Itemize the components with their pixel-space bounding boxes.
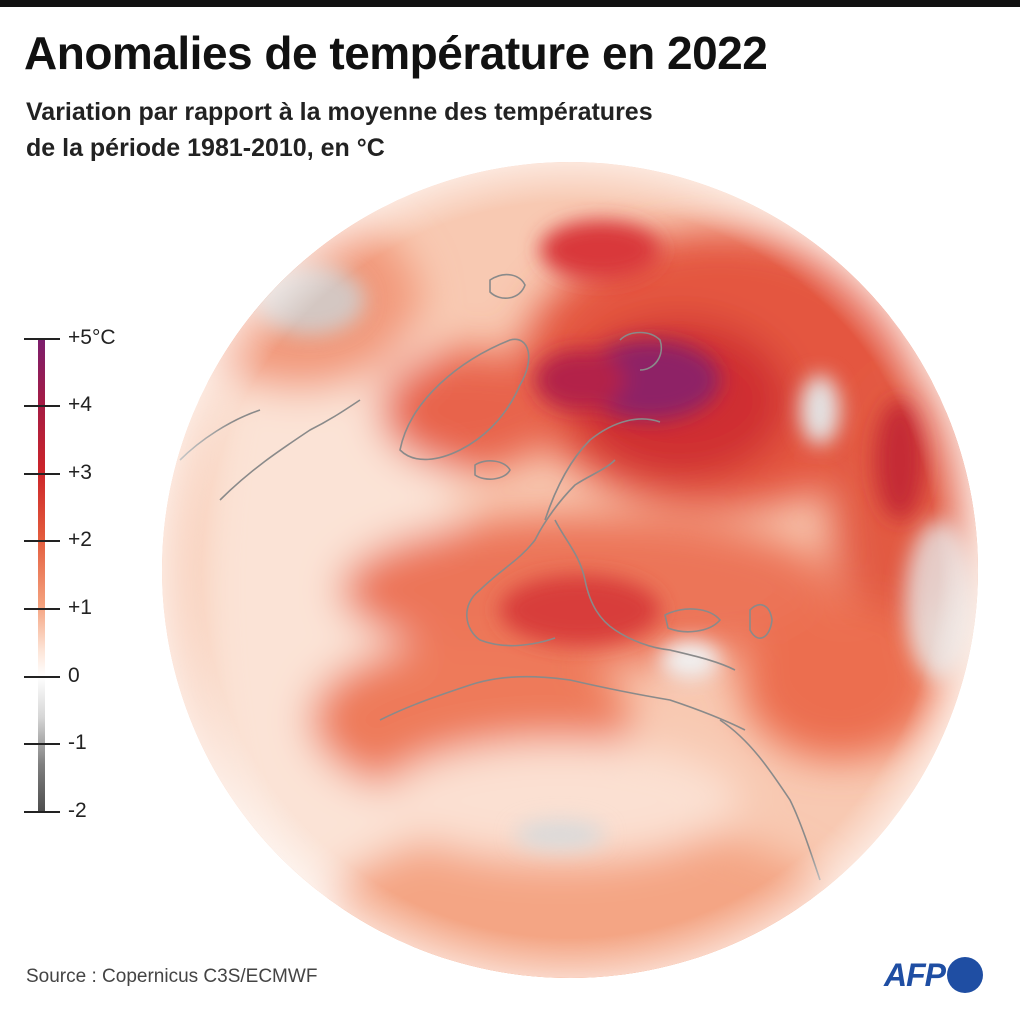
legend-tick-zero [24,676,60,678]
source-credit: Source : Copernicus C3S/ECMWF [26,966,318,987]
globe-map [160,160,980,980]
legend-label-minus2: -2 [68,799,87,822]
legend-label-minus1: -1 [68,731,87,754]
top-rule [0,0,1020,7]
globe-rim-shading [162,162,978,978]
subtitle-line-1: Variation par rapport à la moyenne des t… [26,98,653,126]
legend-label-plus1: +1 [68,596,92,619]
legend-label-zero: 0 [68,664,80,687]
legend-tick-plus2 [24,540,60,542]
page-subtitle: Variation par rapport à la moyenne des t… [26,94,786,166]
afp-logo-text: AFP [884,956,946,993]
legend-tick-plus3 [24,473,60,475]
legend-tick-plus5 [24,338,60,340]
afp-logo-dot [947,957,983,993]
legend-label-plus3: +3 [68,461,92,484]
afp-logo: AFP [884,955,983,995]
legend-label-plus2: +2 [68,528,92,551]
color-scale-legend: +5°C +4 +3 +2 +1 0 -1 -2 [0,0,150,1012]
legend-tick-minus1 [24,743,60,745]
legend-tick-plus4 [24,405,60,407]
globe-svg [162,162,978,978]
page-title: Anomalies de température en 2022 [24,27,768,79]
legend-label-plus4: +4 [68,393,92,416]
legend-tick-minus2 [24,811,60,813]
subtitle-line-2: de la période 1981-2010, en °C [26,134,385,162]
legend-tick-plus1 [24,608,60,610]
legend-label-plus5: +5°C [68,326,116,349]
color-scale-bar [38,338,45,812]
